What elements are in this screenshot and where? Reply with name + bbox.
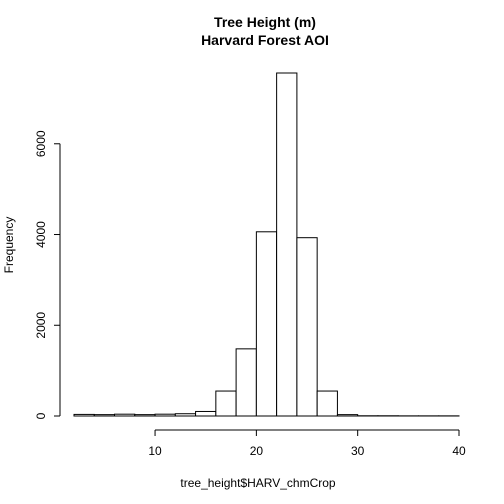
x-axis: 10 20 30 40 [148, 429, 466, 458]
chart-title: Tree Height (m) [214, 14, 316, 30]
y-axis-label: Frequency [2, 217, 16, 274]
y-tick-label: 6000 [34, 130, 48, 157]
histogram-bar [195, 410, 217, 417]
histogram-bar [73, 413, 95, 417]
histogram-bar [316, 390, 338, 417]
histogram-bar [235, 348, 257, 417]
histogram-bars [73, 72, 460, 417]
y-axis: 0 2000 4000 6000 [34, 130, 61, 419]
histogram-bar [134, 414, 156, 417]
x-axis-label: tree_height$HARV_chmCrop [180, 476, 336, 490]
histogram-bar [276, 72, 298, 417]
histogram-bar [174, 413, 197, 417]
y-tick-label: 4000 [34, 221, 48, 248]
y-tick-label: 2000 [34, 312, 48, 339]
x-tick-label: 10 [148, 444, 162, 458]
histogram-bar [114, 413, 136, 417]
histogram-bar [215, 390, 237, 417]
x-tick-label: 20 [250, 444, 264, 458]
y-tick-label: 0 [34, 412, 48, 419]
histogram-bar [296, 237, 318, 417]
x-tick-label: 30 [351, 444, 365, 458]
histogram-bar [336, 414, 359, 417]
x-tick-label: 40 [452, 444, 466, 458]
histogram-bar [154, 413, 176, 417]
chart-subtitle: Harvard Forest AOI [201, 32, 329, 48]
histogram-bar [93, 414, 116, 417]
histogram-bar [255, 231, 278, 417]
